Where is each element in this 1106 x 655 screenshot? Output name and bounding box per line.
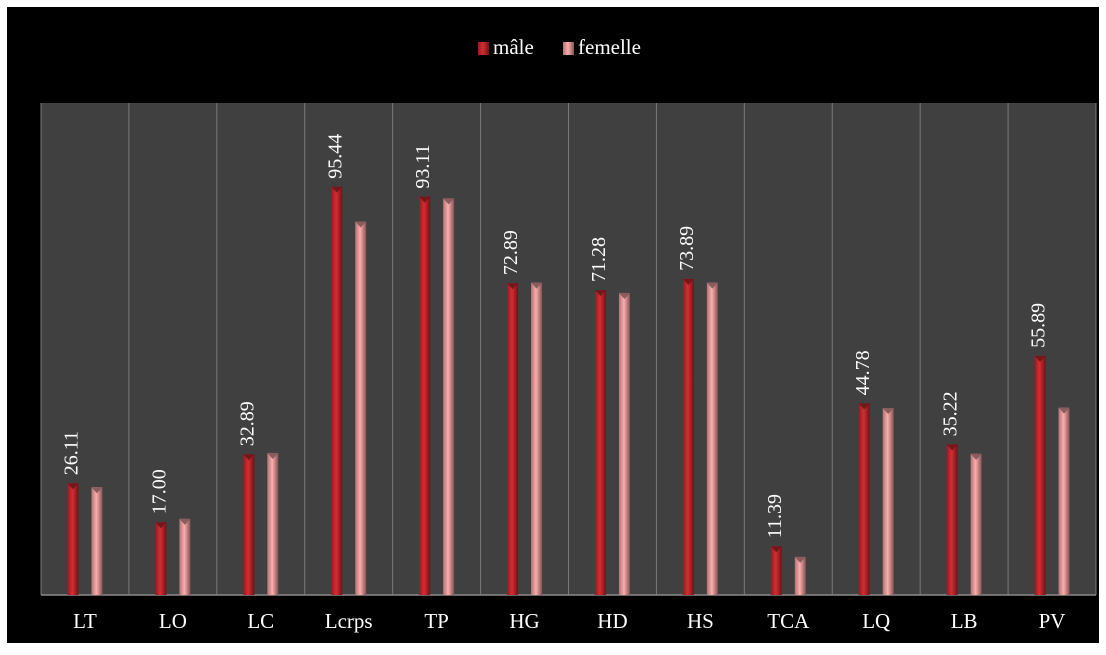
x-axis-tick-labels: LT LO LC Lcrps TP HG HD HS TCA LQ LB PV [73, 609, 1065, 633]
bar-cap [858, 403, 870, 410]
bar-cap [618, 292, 630, 299]
bar-cap [794, 556, 806, 563]
bar-cap [706, 282, 718, 289]
bar-cap [946, 444, 958, 451]
bar-male-lcrps [331, 186, 343, 595]
bar-female-lt [91, 487, 103, 595]
x-tick-label-lb: LB [951, 609, 978, 633]
bar-female-lc [267, 452, 279, 595]
bar-cap [594, 290, 606, 297]
bar-cap [67, 483, 79, 490]
bar-cap [155, 522, 167, 529]
data-label-hd: 71.28 [588, 237, 610, 282]
x-tick-label-tp: TP [424, 609, 449, 633]
bar-cap [1034, 355, 1046, 362]
bar-male-tp [419, 196, 431, 595]
legend-swatch-female [563, 42, 574, 55]
bar-cap [770, 546, 782, 553]
bar-cap [179, 518, 191, 525]
x-tick-label-hg: HG [509, 609, 539, 633]
x-tick-label-hd: HD [597, 609, 627, 633]
bar-female-lo [179, 518, 191, 595]
x-tick-label-lq: LQ [862, 609, 890, 633]
bar-female-hg [531, 282, 543, 595]
bar-female-tca [794, 556, 806, 595]
data-label-tca: 11.39 [764, 494, 786, 538]
legend-label-female: femelle [578, 35, 641, 59]
bar-female-pv [1058, 407, 1070, 595]
data-label-lc: 32.89 [236, 401, 258, 446]
bar-cap [331, 186, 343, 193]
x-tick-label-lo: LO [159, 609, 187, 633]
data-label-hg: 72.89 [500, 230, 522, 275]
bar-cap [91, 487, 103, 494]
bar-female-hd [618, 292, 630, 595]
data-label-pv: 55.89 [1028, 303, 1050, 348]
data-label-lo: 17.00 [148, 469, 170, 514]
x-tick-label-lt: LT [73, 609, 97, 633]
bar-cap [531, 282, 543, 289]
bar-male-lc [243, 454, 255, 595]
data-label-hs: 73.89 [676, 226, 698, 271]
bar-male-tca [770, 546, 782, 595]
bar-cap [682, 278, 694, 285]
bar-male-pv [1034, 355, 1046, 595]
x-tick-label-lcrps: Lcrps [325, 609, 373, 633]
legend-swatch-male [478, 42, 489, 55]
data-label-lq: 44.78 [852, 350, 874, 395]
bar-female-hs [706, 282, 718, 595]
x-tick-label-pv: PV [1039, 609, 1066, 633]
bar-male-lq [858, 403, 870, 595]
x-tick-label-hs: HS [687, 609, 714, 633]
bars [67, 186, 1070, 596]
x-tick-label-lc: LC [247, 609, 274, 633]
bar-cap [243, 454, 255, 461]
bar-female-tp [443, 198, 455, 595]
bar-male-lt [67, 483, 79, 595]
data-labels: 26.11 17.00 32.89 95.44 93.11 72.89 71.28 73.89… [61, 134, 1050, 539]
bar-cap [267, 452, 279, 459]
bar-cap [1058, 407, 1070, 414]
bar-female-lcrps [355, 221, 367, 596]
bar-cap [355, 221, 367, 228]
bar-cap [882, 408, 894, 415]
bar-male-lo [155, 522, 167, 595]
legend: mâle femelle [478, 35, 641, 59]
category-dividers [40, 103, 1097, 595]
bar-cap [419, 196, 431, 203]
bar-female-lq [882, 408, 894, 595]
data-label-tp: 93.11 [412, 144, 434, 188]
bar-male-hd [594, 290, 606, 595]
bar-male-hs [682, 278, 694, 595]
bar-female-lb [970, 453, 982, 595]
bar-cap [443, 198, 455, 205]
bar-male-lb [946, 444, 958, 595]
bar-male-hg [507, 283, 519, 595]
bar-cap [970, 453, 982, 460]
data-label-lcrps: 95.44 [324, 134, 346, 179]
data-label-lb: 35.22 [940, 391, 962, 436]
legend-label-male: mâle [493, 35, 534, 59]
data-label-lt: 26.11 [61, 431, 83, 475]
x-tick-label-tca: TCA [767, 609, 810, 633]
bar-cap [507, 283, 519, 290]
